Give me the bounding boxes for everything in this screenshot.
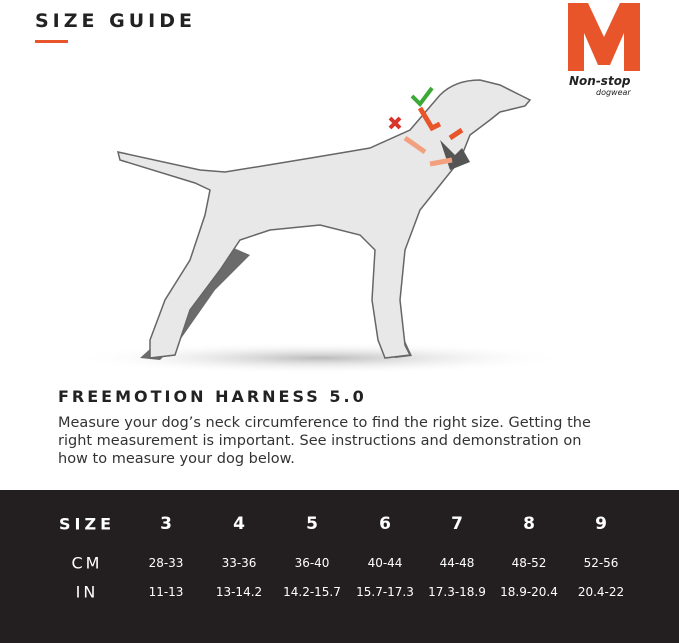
header-cell: 5	[306, 514, 318, 534]
table-cell: 17.3-18.9	[428, 585, 486, 599]
header-cell: 8	[523, 514, 535, 534]
header-cell: SIZE	[58, 514, 116, 534]
title: SIZE GUIDE	[35, 10, 196, 32]
row-label: CM	[71, 553, 103, 573]
logo-mark	[568, 3, 640, 71]
header-cell: 7	[451, 514, 463, 534]
table-cell: 40-44	[367, 556, 403, 570]
header-cell: 9	[595, 514, 607, 534]
table-cell: 48-52	[511, 556, 547, 570]
dog-illustration	[70, 79, 570, 374]
logo-name: Non-stop	[569, 74, 631, 88]
table-cell: 20.4-22	[577, 585, 625, 599]
table-cell: 28-33	[148, 556, 184, 570]
table-cell: 33-36	[221, 556, 257, 570]
row-label: IN	[75, 582, 99, 602]
table-cell: 36-40	[294, 556, 330, 570]
size-table: SIZE 3 4 5 6 7 8 9 CM 28-33 33-36 36-40 40-44 44-48 48…	[0, 490, 679, 643]
logo-tagline: dogwear	[596, 88, 631, 97]
header-cell: 3	[160, 514, 172, 534]
table-cell: 14.2-15.7	[283, 585, 341, 599]
table-cell: 52-56	[583, 556, 619, 570]
header-cell: 4	[233, 514, 245, 534]
table-cell: 15.7-17.3	[356, 585, 414, 599]
description: Measure your dog’s neck circumference to…	[58, 415, 591, 467]
header-cell: 6	[379, 514, 391, 534]
table-cell: 44-48	[439, 556, 475, 570]
product-title: FREEMOTION HARNESS 5.0	[58, 387, 367, 406]
table-cell: 11-13	[148, 585, 184, 599]
table-cell: 13-14.2	[215, 585, 263, 599]
table-cell: 18.9-20.4	[500, 585, 558, 599]
title-underline	[35, 40, 68, 43]
